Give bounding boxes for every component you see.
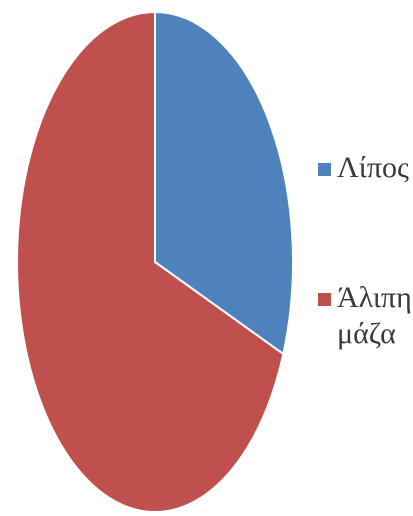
legend-label-lean-mass: Άλιπη μάζα [337, 281, 412, 350]
pie-slice-fat [154, 10, 294, 356]
legend-swatch-fat [318, 163, 331, 176]
pie-slice-lean-mass [16, 10, 285, 513]
legend-label-fat: Λίπος [337, 151, 409, 184]
chart-legend: Λίπος Άλιπη μάζα [318, 150, 413, 380]
legend-swatch-lean-mass [318, 293, 331, 306]
pie-slices [16, 10, 294, 513]
legend-item-lean-mass: Άλιπη μάζα [318, 280, 412, 352]
legend-item-fat: Λίπος [318, 150, 409, 186]
